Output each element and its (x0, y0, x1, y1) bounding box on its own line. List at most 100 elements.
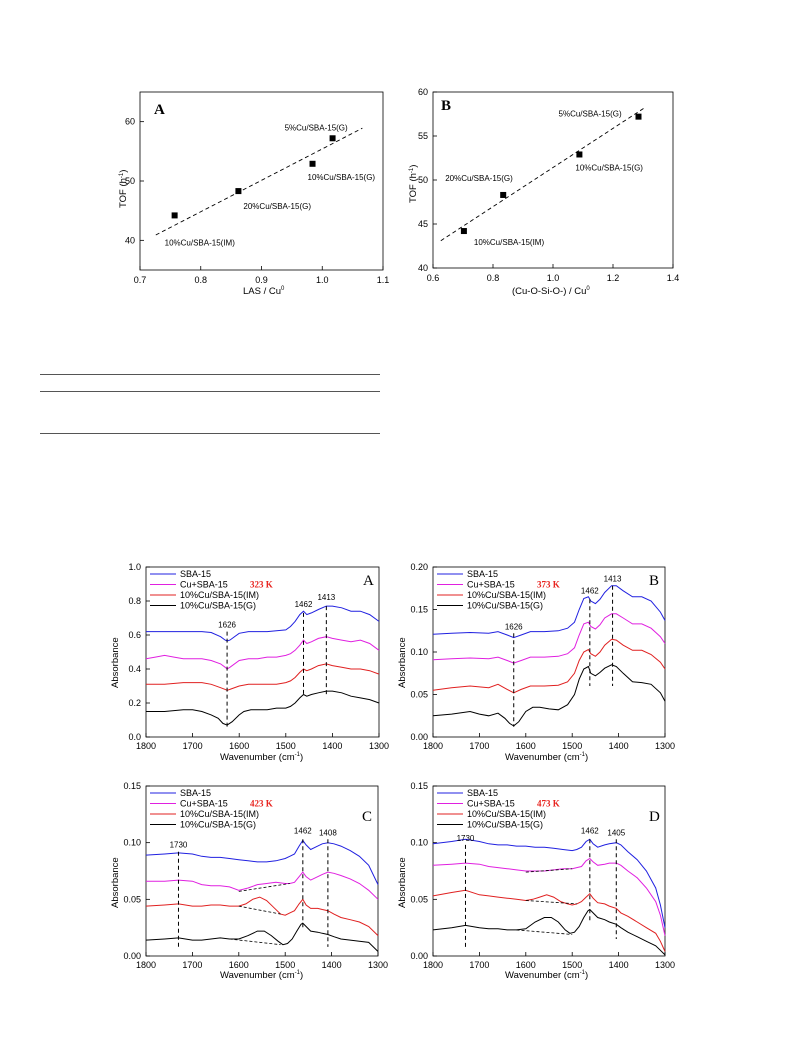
panel-label-b: B (649, 573, 659, 589)
point-label: 10%Cu/SBA-15(G) (575, 163, 643, 172)
y-axis-label-spectrum-d: Absorbance (397, 857, 408, 908)
x-tick-label: 1500 (562, 741, 582, 751)
series-line (432, 585, 666, 639)
peak-label: 1730 (457, 834, 475, 843)
series-line (432, 908, 666, 956)
data-point (635, 113, 642, 120)
data-point (235, 188, 242, 195)
x-tick-label: 1700 (182, 960, 202, 970)
spectrum-chart-a: 1800 1700 1600 1500 1400 1300 0.0 0.2 0.4 0.6 0.8 1… (128, 562, 389, 751)
point-label: 10%Cu/SBA-15(G) (308, 173, 376, 182)
table-rule-mid (40, 391, 380, 392)
legend-label: 10%Cu/SBA-15(IM) (467, 590, 546, 600)
y-tick-label: 60 (125, 117, 135, 127)
y-tick-label: 40 (125, 235, 135, 245)
y-tick-label: 40 (418, 263, 428, 273)
table-rule-top (40, 374, 380, 375)
panel-label-c: C (362, 809, 372, 825)
y-tick-label: 45 (418, 219, 428, 229)
y-tick-label: 0.10 (410, 647, 428, 657)
y-tick-label: 0.05 (410, 894, 428, 904)
baseline (525, 868, 573, 873)
spectrum-chart-d: 1800 1700 1600 1500 1400 1300 0.00 0.05 0.10 0.15… (410, 781, 675, 970)
y-tick-label: 0.05 (410, 690, 428, 700)
data-point (576, 151, 583, 158)
x-tick-label: 1300 (368, 960, 388, 970)
y-tick-label: 0.8 (128, 596, 141, 606)
y-tick-label: 0.10 (410, 838, 428, 848)
fit-line (155, 127, 363, 236)
x-tick-label: 1300 (655, 741, 675, 751)
x-tick-label: 1400 (609, 741, 629, 751)
panel-label-a: A (154, 102, 165, 118)
legend-label: 10%Cu/SBA-15(IM) (180, 809, 259, 819)
baseline (525, 900, 577, 905)
plot-frame (432, 785, 666, 957)
y-axis-label-a: TOF (h-1) (112, 140, 132, 220)
series-line (146, 605, 380, 642)
x-tick-label: 1.0 (547, 273, 560, 283)
baseline (238, 905, 281, 915)
legend-label: SBA-15 (180, 788, 211, 798)
y-tick-label: 0.00 (410, 732, 428, 742)
series-line (432, 857, 666, 936)
point-label: 5%Cu/SBA-15(G) (285, 123, 348, 132)
x-tick-label: 1300 (655, 960, 675, 970)
y-axis-label-b: TOF (h-1) (402, 135, 422, 215)
x-tick-label: 0.6 (427, 273, 440, 283)
x-tick-label: 0.8 (487, 273, 500, 283)
x-tick-label: 1400 (322, 960, 342, 970)
x-tick-label: 1.1 (377, 275, 390, 285)
x-axis-label-spectrum-c: Wavenumber (cm-1) (220, 970, 304, 982)
legend-label: Cu+SBA-15 (180, 580, 228, 590)
data-point (171, 212, 178, 219)
fit-line (440, 107, 645, 242)
svg-text:Absorbance: Absorbance (110, 857, 121, 908)
y-tick-label: 0.6 (128, 630, 141, 640)
legend-label: 10%Cu/SBA-15(IM) (180, 590, 259, 600)
peak-label: 1626 (218, 621, 236, 630)
x-tick-label: 1600 (516, 960, 536, 970)
y-tick-label: 0.15 (123, 781, 141, 791)
series-line (145, 839, 379, 885)
y-tick-label: 50 (125, 176, 135, 186)
series-line (432, 638, 666, 694)
x-axis-label-spectrum-b: Wavenumber (cm-1) (505, 752, 589, 764)
legend-label: 10%Cu/SBA-15(G) (467, 601, 543, 611)
x-tick-label: 1600 (229, 741, 249, 751)
x-tick-label: 1500 (276, 741, 296, 751)
x-tick-label: 1800 (136, 741, 156, 751)
scatter-chart-a: 0.7 0.8 0.9 1.0 1.1 40 50 60 10%Cu/SBA-15(IM) 20%… (125, 91, 389, 285)
series-line (146, 690, 380, 726)
series-line (432, 664, 666, 727)
point-label: 10%Cu/SBA-15(IM) (165, 238, 236, 247)
peak-label: 1405 (607, 828, 625, 837)
temperature-label: 423 K (250, 799, 273, 809)
peak-label: 1413 (317, 593, 335, 602)
x-tick-label: 1400 (609, 960, 629, 970)
peak-label: 1462 (294, 826, 312, 835)
x-tick-label: 1.2 (607, 273, 620, 283)
point-label: 20%Cu/SBA-15(G) (445, 174, 513, 183)
series-line (145, 636, 380, 670)
y-tick-label: 0.15 (410, 781, 428, 791)
series-line (145, 922, 379, 952)
legend-label: SBA-15 (180, 569, 211, 579)
y-tick-label: 0.4 (128, 664, 141, 674)
temperature-label: 323 K (250, 580, 273, 590)
y-tick-label: 0.10 (123, 838, 141, 848)
x-axis-label-spectrum-d: Wavenumber (cm-1) (505, 970, 589, 982)
y-tick-label: 50 (418, 175, 428, 185)
x-axis-label-a: LAS / Cu0 (243, 286, 285, 298)
legend-label: SBA-15 (467, 569, 498, 579)
y-axis-label-spectrum-c: Absorbance (110, 857, 121, 908)
x-axis-label-b: (Cu-O-Si-O-) / Cu0 (512, 286, 590, 298)
y-tick-label: 55 (418, 131, 428, 141)
panel-label-b: B (441, 98, 451, 114)
temperature-label: 473 K (537, 799, 560, 809)
y-axis-label-spectrum-a: Absorbance (110, 637, 121, 688)
x-tick-label: 0.7 (134, 275, 147, 285)
spectrum-chart-c: 1800 1700 1600 1500 1400 1300 0.00 0.05 0.10 0.15… (123, 781, 388, 970)
